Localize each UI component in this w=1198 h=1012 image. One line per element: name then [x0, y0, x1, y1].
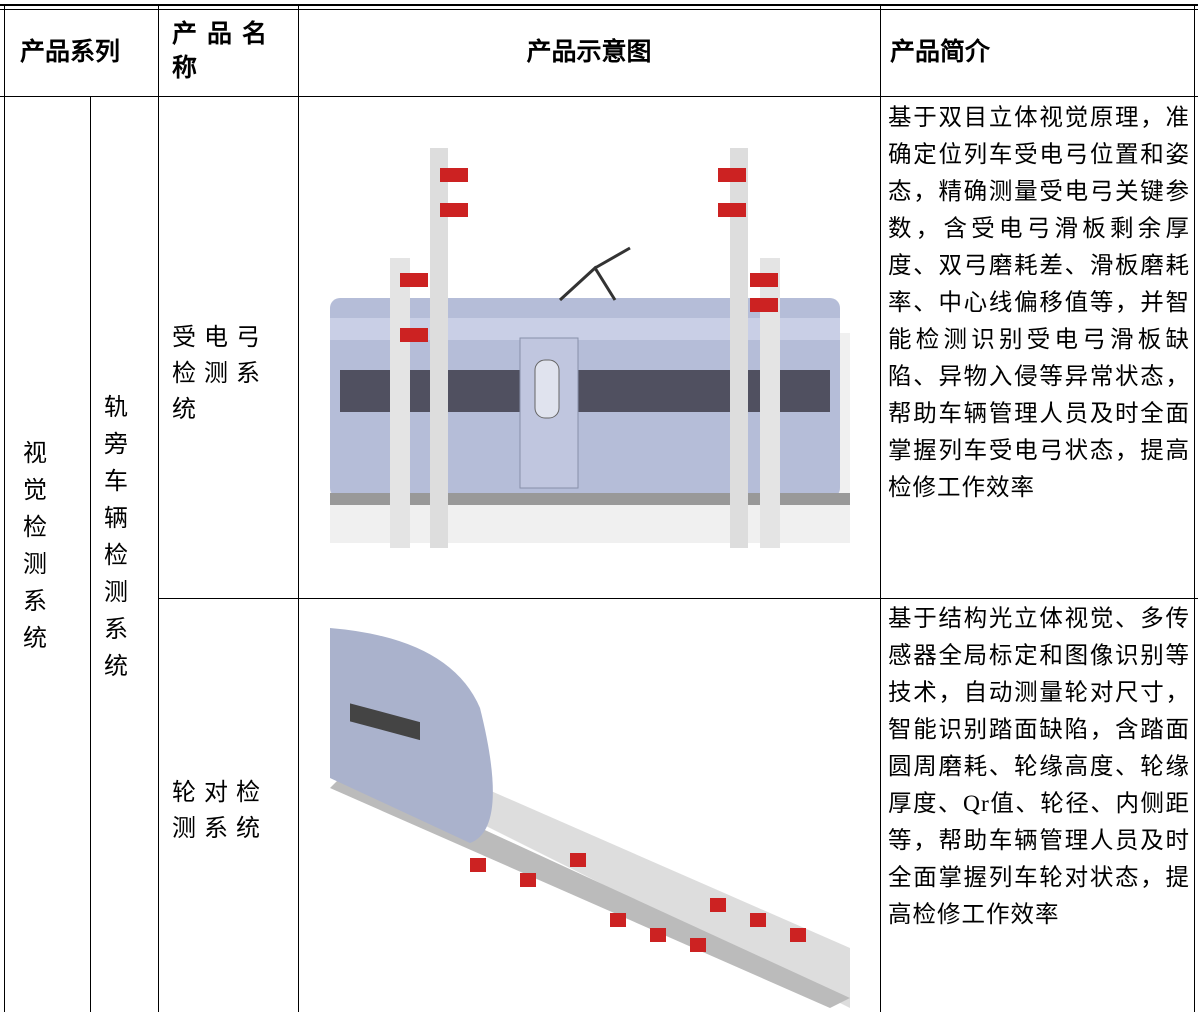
pantograph-image: [330, 148, 850, 548]
border: [880, 4, 881, 1012]
header-cell: 产品系列: [20, 39, 121, 66]
border: [4, 4, 5, 1012]
header-cell: 产品简介: [890, 39, 991, 66]
product-description: 基于结构光立体视觉、多传感器全局标定和图像识别等技术，自动测量轮对尺寸，智能识别…: [888, 606, 1190, 928]
border: [158, 4, 159, 1012]
product-description: 基于双目立体视觉原理，准确定位列车受电弓位置和姿态，精确测量受电弓关键参数，含受…: [888, 105, 1190, 501]
subseries-cell: 轨旁车辆检测系统: [104, 395, 128, 680]
header-cell: 产品示意图: [526, 39, 652, 66]
border: [90, 97, 91, 1012]
product-name: 轮对检测系统: [172, 780, 268, 842]
border: [0, 96, 1198, 97]
border: [1194, 4, 1195, 1012]
product-name: 受电弓检测系统: [172, 325, 268, 423]
border: [0, 9, 1198, 10]
border: [0, 4, 1198, 6]
border: [298, 4, 299, 1012]
border: [158, 598, 1198, 599]
wheelset-image: [330, 628, 850, 1008]
header-cell: 产品名称: [172, 21, 278, 82]
series-cell: 视觉检测系统: [23, 441, 47, 652]
